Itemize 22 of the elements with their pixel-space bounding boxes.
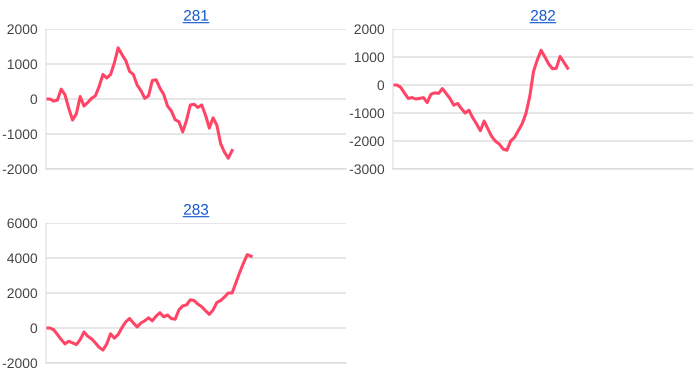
chart-title: 283 — [184, 204, 208, 215]
chart-title: 281 — [184, 10, 208, 21]
y-tick-label: 1000 — [8, 59, 38, 70]
line-series — [46, 46, 234, 160]
chart-title: 282 — [531, 10, 555, 21]
y-tick-label: 4000 — [7, 253, 38, 264]
y-tick-label: -3000 — [350, 164, 384, 174]
y-tick-label: 0 — [377, 80, 384, 90]
y-tick-label: 2000 — [7, 24, 38, 34]
y-tick-label: -1000 — [350, 108, 384, 118]
y-tick-label: -2000 — [2, 358, 38, 368]
line-series — [46, 253, 253, 352]
y-tick-label: 1000 — [354, 52, 384, 62]
y-tick-label: -2000 — [350, 136, 384, 146]
line-series — [393, 48, 570, 152]
y-tick-label: 2000 — [7, 288, 38, 298]
y-tick-label: 0 — [30, 323, 38, 334]
y-tick-label: -1000 — [2, 129, 38, 140]
y-tick-label: 0 — [30, 94, 38, 104]
y-tick-label: 2000 — [354, 24, 384, 34]
y-tick-label: 6000 — [7, 218, 38, 228]
y-tick-label: -2000 — [2, 164, 38, 174]
